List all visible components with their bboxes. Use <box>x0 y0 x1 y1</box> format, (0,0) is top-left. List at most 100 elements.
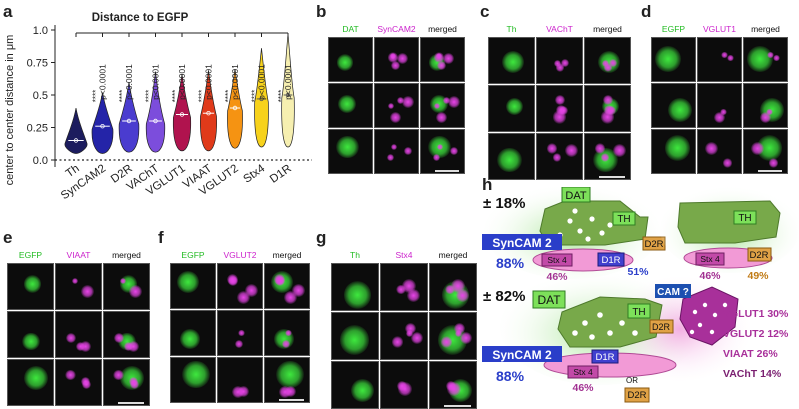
y-tick-label: 0.25 <box>27 123 48 135</box>
vesicle <box>599 230 605 236</box>
micrograph-e-r0-c2 <box>103 263 150 310</box>
micrograph-c-r0-c0 <box>488 37 535 84</box>
th-box-right <box>733 210 757 225</box>
channel-label-g-1: Stx4 <box>395 250 413 260</box>
significance-stars: **** <box>224 90 233 102</box>
stx4-pct-bottom: 46% <box>572 382 594 394</box>
channel-label-d-1: VGLUT1 <box>702 24 737 34</box>
micrograph-f-r2-c1 <box>217 357 263 403</box>
mean-marker <box>73 138 79 143</box>
d2r-pct: 49% <box>747 270 769 282</box>
y-tick-label: 0.5 <box>33 90 48 102</box>
significance-stars: **** <box>145 90 154 102</box>
micrograph-f-r0-c0 <box>170 263 216 309</box>
micrograph-c-r0-c2 <box>584 37 631 84</box>
vesicle <box>572 208 578 214</box>
chart-title: Distance to EGFP <box>92 12 189 24</box>
mean-marker <box>179 112 185 117</box>
micrograph-b-r1-c1 <box>374 83 419 128</box>
pvalue-label: p<0.0001 <box>124 64 134 100</box>
vesicle <box>572 330 578 336</box>
th-label-bottom: TH <box>632 307 645 318</box>
scale-bar <box>757 170 783 172</box>
micrograph-b-r2-c0 <box>328 129 373 174</box>
channel-label-f-2: merged <box>272 250 302 260</box>
d2r-label-bottom-upper: D2R <box>652 322 671 332</box>
d2r-label-right: D2R <box>749 250 768 261</box>
or-label: OR <box>626 376 638 385</box>
d2r-box-bottom <box>624 387 650 403</box>
vglut1-label: VGLUT1 30% <box>723 308 789 320</box>
micrograph-b-r0-c0 <box>328 37 373 82</box>
micrograph-c-r1-c2 <box>584 85 631 132</box>
dat-label-bottom: DAT <box>537 293 561 307</box>
cam-box <box>655 284 691 298</box>
d2r-label-top: D2R <box>644 239 663 250</box>
micrograph-g-r2-c1 <box>380 361 428 409</box>
channel-label-b-2: merged <box>428 24 457 34</box>
pvalue-label: p<0.0001 <box>98 64 108 100</box>
scale-bar <box>278 399 305 401</box>
th-label-top: TH <box>617 214 630 225</box>
scale-bar <box>434 170 460 172</box>
micrograph-e-r1-c2 <box>103 311 150 358</box>
micrograph-e-r1-c0 <box>7 311 54 358</box>
pct-bottom: ± 82% <box>483 288 525 305</box>
vesicle <box>597 312 603 318</box>
stx4-label-top: Stx 4 <box>547 255 567 265</box>
d1r-box-top <box>597 252 625 267</box>
channel-label-c-0: Th <box>506 24 517 34</box>
channel-label-c-1: VAChT <box>546 24 573 34</box>
stx4-box-top <box>541 253 573 267</box>
micrograph-c-r1-c0 <box>488 85 535 132</box>
th-box-bottom <box>627 303 651 319</box>
channel-label-f-1: VGLUT2 <box>223 250 257 260</box>
d2r-label-bottom: D2R <box>627 390 646 401</box>
vesicle <box>689 329 695 335</box>
significance-stars: **** <box>118 90 127 102</box>
dat-box-bottom <box>532 290 566 309</box>
vesicle <box>619 320 625 326</box>
micrograph-c-r2-c0 <box>488 133 535 180</box>
micrograph-f-r2-c2 <box>264 357 310 403</box>
channel-label-f-0: EGFP <box>181 250 205 260</box>
viaat-label: VIAAT 26% <box>723 348 778 360</box>
micrograph-d-r0-c1 <box>697 37 742 82</box>
mean-marker <box>259 96 264 102</box>
mean-marker <box>153 118 158 124</box>
violin-chart: Distance to EGFP center to center distan… <box>4 12 312 202</box>
vesicle <box>722 302 728 308</box>
micrograph-e-r0-c0 <box>7 263 54 310</box>
d1r-label-top: D1R <box>601 255 620 266</box>
th-box-top <box>612 211 636 226</box>
vesicle <box>567 218 573 224</box>
pvalue-label: p<0.0001 <box>230 64 240 100</box>
stx4-label-right: Stx 4 <box>700 254 720 264</box>
significance-stars: **** <box>198 90 207 102</box>
x-tick-label: Stx4 <box>241 162 267 185</box>
pvalue-label: p<0.0001 <box>204 64 214 100</box>
micrograph-g-r0-c0 <box>331 263 379 311</box>
micrograph-d-r0-c2 <box>743 37 788 82</box>
micrograph-c-r2-c1 <box>536 133 583 180</box>
vesicle <box>607 330 613 336</box>
significance-stars: **** <box>171 90 180 102</box>
channel-label-e-0: EGFP <box>18 250 43 260</box>
micrograph-f-r1-c2 <box>264 310 310 356</box>
vesicle <box>589 216 595 222</box>
violin-SynCAM2 <box>91 92 114 154</box>
micrograph-g-r2-c0 <box>331 361 379 409</box>
vesicle <box>582 320 588 326</box>
panel-label-c: c <box>480 2 490 21</box>
mean-marker <box>126 118 132 124</box>
micrograph-d-r2-c2 <box>743 129 788 174</box>
micrograph-c-r1-c1 <box>536 85 583 132</box>
micrograph-e-r0-c1 <box>55 263 102 310</box>
panel-label-b: b <box>316 2 327 21</box>
micrograph-b-r0-c1 <box>374 37 419 82</box>
syncam2-box-top <box>482 234 562 250</box>
violin-VGLUT2 <box>227 68 243 149</box>
vesicle <box>709 329 715 335</box>
d2r-box-bottom-upper <box>649 319 674 334</box>
micrograph-b-r1-c0 <box>328 83 373 128</box>
